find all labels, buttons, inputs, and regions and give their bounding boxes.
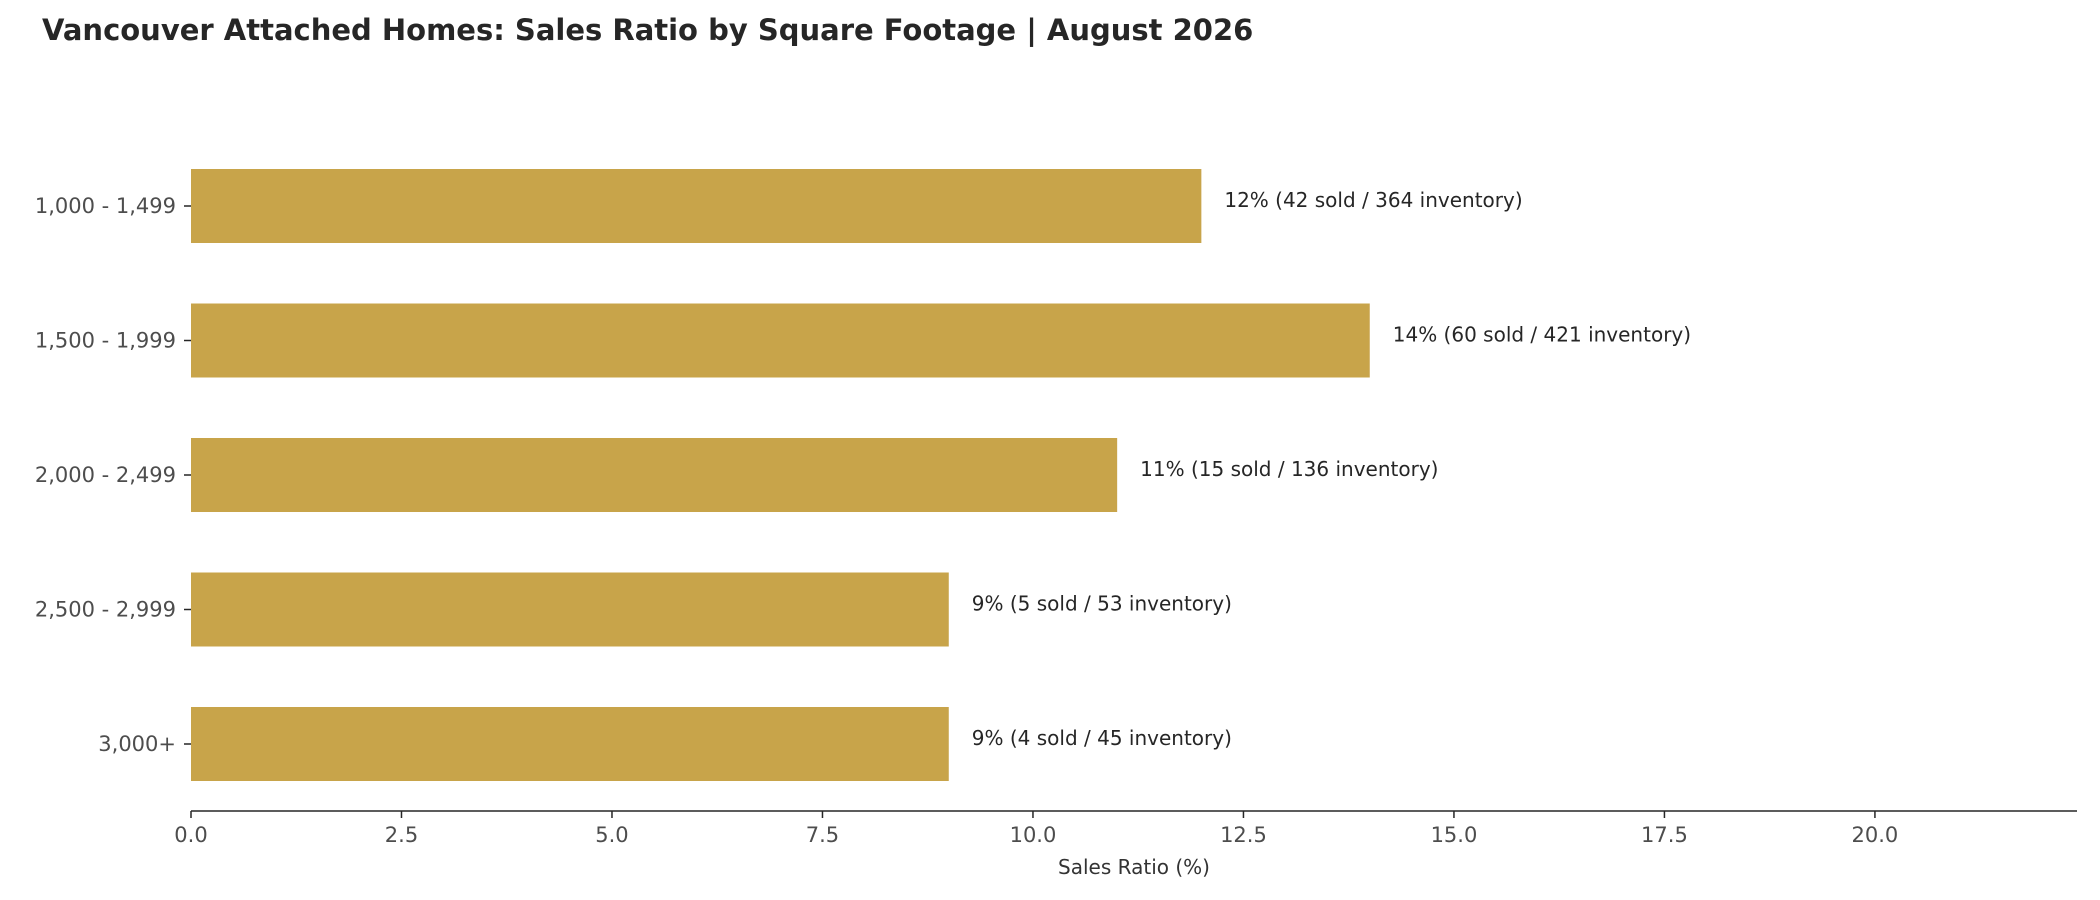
x-tick-label: 7.5	[806, 823, 839, 847]
x-tick-label: 15.0	[1431, 823, 1478, 847]
y-tick-label: 1,500 - 1,999	[35, 329, 176, 353]
data-labels: 12% (42 sold / 364 inventory) 14% (60 sol…	[972, 188, 1691, 750]
x-tick-label: 0.0	[174, 823, 207, 847]
x-tick-label: 10.0	[1010, 823, 1057, 847]
x-tick-label: 20.0	[1852, 823, 1899, 847]
bars-group	[191, 169, 1370, 781]
x-axis: 0.0 2.5 5.0 7.5 10.0 12.5 15.0 17.5 20.0	[174, 810, 2077, 847]
data-label: 11% (15 sold / 136 inventory)	[1140, 457, 1438, 481]
y-tick-label: 1,000 - 1,499	[35, 194, 176, 218]
bar	[191, 438, 1118, 512]
x-tick-label: 2.5	[385, 823, 418, 847]
y-tick-label: 2,500 - 2,999	[35, 598, 176, 622]
y-tick-label: 3,000+	[98, 732, 176, 756]
data-label: 12% (42 sold / 364 inventory)	[1224, 188, 1522, 212]
bar	[191, 572, 949, 647]
data-label: 9% (5 sold / 53 inventory)	[972, 592, 1232, 616]
x-tick-label: 17.5	[1641, 823, 1688, 847]
y-tick-label: 2,000 - 2,499	[35, 463, 176, 487]
x-tick-label: 12.5	[1220, 823, 1267, 847]
data-label: 14% (60 sold / 421 inventory)	[1393, 323, 1691, 347]
bar	[191, 707, 949, 781]
y-tick-labels: 1,000 - 1,499 1,500 - 1,999 2,000 - 2,499 2…	[35, 194, 191, 756]
chart-title: Vancouver Attached Homes: Sales Ratio by…	[42, 13, 1253, 47]
bar	[191, 303, 1370, 378]
x-axis-label: Sales Ratio (%)	[1058, 855, 1210, 879]
bar	[191, 169, 1202, 243]
data-label: 9% (4 sold / 45 inventory)	[972, 726, 1232, 750]
x-tick-label: 5.0	[595, 823, 628, 847]
